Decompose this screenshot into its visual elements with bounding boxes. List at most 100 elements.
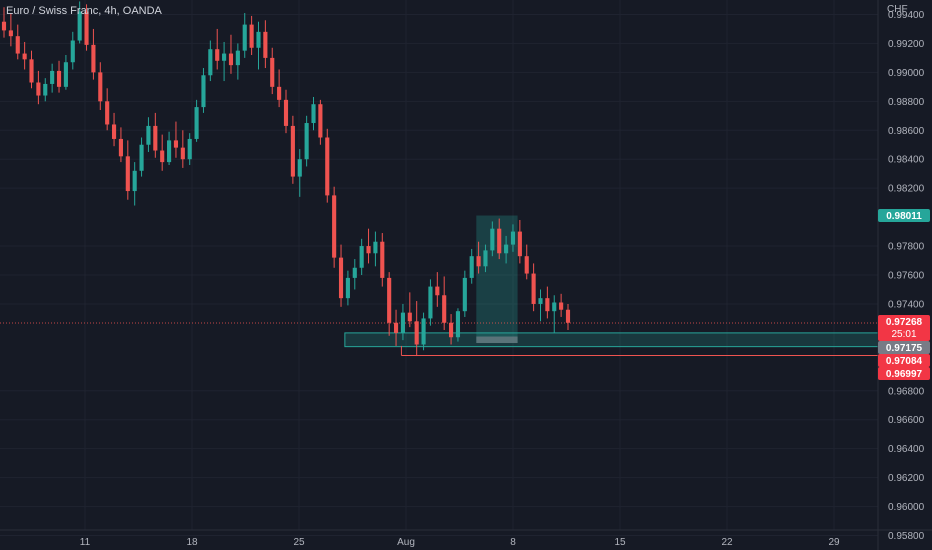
candle[interactable] — [345, 270, 350, 306]
candle-body — [283, 99, 289, 126]
candle[interactable] — [373, 231, 378, 267]
candle[interactable] — [325, 128, 330, 203]
long-position-target[interactable] — [476, 215, 518, 344]
candle-series[interactable] — [1, 1, 571, 357]
candle[interactable] — [263, 20, 268, 69]
candle[interactable] — [194, 99, 199, 142]
price-label-box — [878, 341, 930, 355]
price-axis[interactable]: 0.99400 0.99200 0.99000 0.98800 0.98600 0.984… — [888, 10, 925, 542]
candle[interactable] — [462, 270, 467, 317]
candle[interactable] — [414, 301, 419, 357]
price-label-text: 0.97084 — [886, 356, 923, 367]
candle[interactable] — [111, 112, 117, 147]
time-tick-label: 15 — [614, 537, 626, 548]
candle[interactable] — [215, 28, 220, 70]
candle[interactable] — [8, 13, 13, 47]
candle[interactable] — [387, 272, 392, 336]
candle[interactable] — [469, 248, 474, 284]
candle[interactable] — [153, 112, 158, 158]
candle[interactable] — [270, 47, 275, 95]
candle[interactable] — [208, 40, 213, 82]
candle[interactable] — [510, 224, 516, 252]
candle[interactable] — [70, 31, 75, 70]
candle[interactable] — [277, 69, 282, 108]
candle[interactable] — [160, 134, 165, 171]
candle[interactable] — [311, 96, 316, 131]
candle-body — [366, 246, 371, 254]
candle[interactable] — [290, 115, 295, 184]
candle[interactable] — [118, 127, 123, 163]
time-axis[interactable]: 11 18 25 Aug 8 15 22 29 — [80, 537, 840, 548]
candle[interactable] — [222, 41, 227, 82]
candle[interactable] — [173, 121, 179, 158]
candle[interactable] — [352, 259, 357, 290]
candle[interactable] — [36, 70, 41, 105]
candle[interactable] — [559, 293, 564, 317]
candle[interactable] — [490, 221, 495, 257]
candle[interactable] — [1, 7, 7, 38]
candle[interactable] — [359, 238, 364, 275]
candle[interactable] — [400, 303, 405, 341]
candle[interactable] — [235, 43, 240, 80]
candle[interactable] — [297, 149, 302, 197]
candle[interactable] — [565, 303, 571, 330]
candle[interactable] — [228, 34, 234, 74]
candle[interactable] — [77, 1, 82, 44]
candle-body — [105, 101, 110, 125]
candle-body — [180, 147, 185, 160]
candle[interactable] — [524, 244, 529, 280]
long-position-stop[interactable] — [476, 336, 518, 344]
candle[interactable] — [98, 62, 103, 110]
candle[interactable] — [242, 13, 247, 58]
candle[interactable] — [187, 133, 192, 165]
candle[interactable] — [421, 312, 426, 351]
candle[interactable] — [442, 276, 447, 330]
candle[interactable] — [332, 186, 337, 268]
candle[interactable] — [304, 115, 309, 167]
candle[interactable] — [380, 233, 385, 287]
candle[interactable] — [63, 55, 68, 90]
candle[interactable] — [91, 28, 96, 80]
candle[interactable] — [249, 15, 254, 55]
candle[interactable] — [22, 41, 27, 70]
candle[interactable] — [435, 272, 440, 307]
candle[interactable] — [393, 309, 399, 346]
candle[interactable] — [552, 295, 557, 333]
candle[interactable] — [256, 21, 261, 70]
candle[interactable] — [43, 78, 48, 102]
candle-body — [393, 322, 399, 333]
candle[interactable] — [146, 117, 151, 152]
candle[interactable] — [366, 228, 371, 264]
grid — [0, 0, 878, 537]
drawings[interactable] — [0, 215, 879, 356]
candle[interactable] — [449, 314, 454, 345]
candle[interactable] — [476, 241, 481, 274]
candle-body — [173, 140, 179, 148]
candle[interactable] — [84, 4, 89, 51]
candle[interactable] — [283, 89, 289, 134]
candle[interactable] — [29, 50, 34, 89]
candle[interactable] — [318, 99, 323, 145]
candle[interactable] — [538, 289, 543, 322]
candle[interactable] — [15, 24, 20, 60]
candle[interactable] — [497, 218, 502, 260]
candle[interactable] — [483, 244, 488, 273]
candle[interactable] — [180, 130, 185, 168]
candle[interactable] — [167, 131, 172, 165]
candle[interactable] — [517, 220, 522, 264]
candle[interactable] — [50, 63, 55, 93]
candle[interactable] — [545, 286, 550, 319]
candle[interactable] — [455, 308, 461, 342]
candle[interactable] — [407, 292, 412, 328]
candle[interactable] — [338, 244, 344, 307]
candle[interactable] — [132, 162, 137, 206]
candle[interactable] — [139, 137, 144, 177]
candle[interactable] — [428, 279, 433, 326]
candle[interactable] — [125, 140, 130, 200]
candle[interactable] — [201, 68, 206, 113]
candle[interactable] — [56, 60, 62, 93]
candle[interactable] — [531, 263, 536, 312]
candle[interactable] — [105, 88, 110, 131]
candle[interactable] — [504, 235, 509, 264]
